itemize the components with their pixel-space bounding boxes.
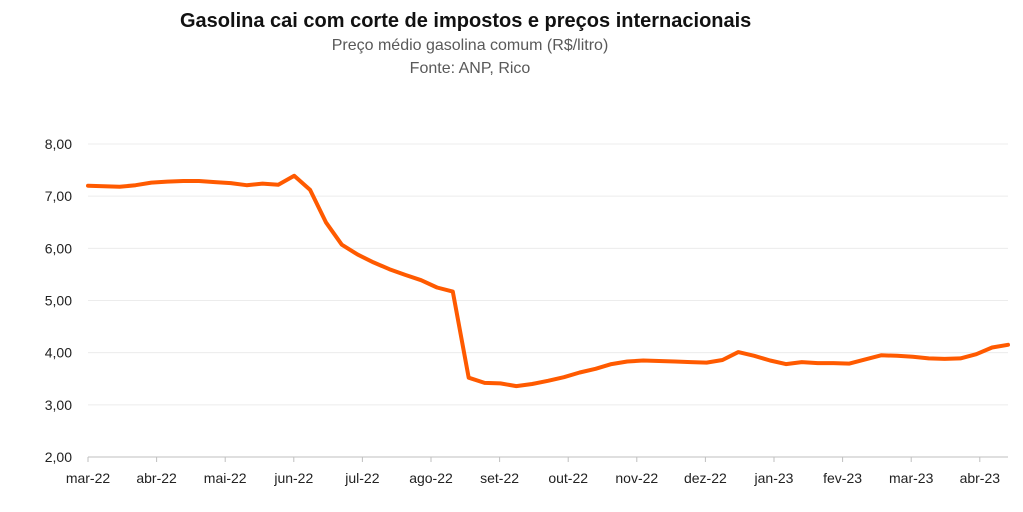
y-tick-label: 7,00 [45,188,72,204]
series-line [86,173,1010,389]
gridlines [88,143,1008,406]
y-axis-ticks: 2,00 3,00 4,00 5,00 6,00 7,00 8,00 [45,136,72,465]
x-tick-label: mai-22 [204,470,247,486]
x-tick-label: nov-22 [615,470,658,486]
x-axis-ticks: mar-22 abr-22 mai-22 jun-22 jul-22 ago-22 set-… [66,457,1000,486]
x-tick-label: jun-22 [273,470,313,486]
x-tick-label: abr-22 [136,470,177,486]
x-tick-label: out-22 [548,470,588,486]
x-tick-label: abr-23 [960,470,1001,486]
y-tick-label: 6,00 [45,240,72,256]
x-tick-label: fev-23 [823,470,862,486]
x-tick-label: mar-23 [889,470,934,486]
x-tick-label: jul-22 [344,470,379,486]
x-tick-label: set-22 [480,470,519,486]
chart-title: Gasolina cai com corte de impostos e pre… [180,10,752,32]
chart-subtitle: Preço médio gasolina comum (R$/litro) [331,37,609,54]
y-tick-label: 4,00 [45,345,72,361]
chart-source: Fonte: ANP, Rico [409,60,531,77]
x-tick-label: dez-22 [684,470,727,486]
x-tick-label: jan-23 [754,470,794,486]
y-tick-label: 2,00 [45,449,72,465]
y-tick-label: 5,00 [45,293,72,309]
y-tick-label: 3,00 [45,397,72,413]
x-tick-label: ago-22 [409,470,453,486]
y-tick-label: 8,00 [45,136,72,152]
x-tick-label: mar-22 [66,470,111,486]
